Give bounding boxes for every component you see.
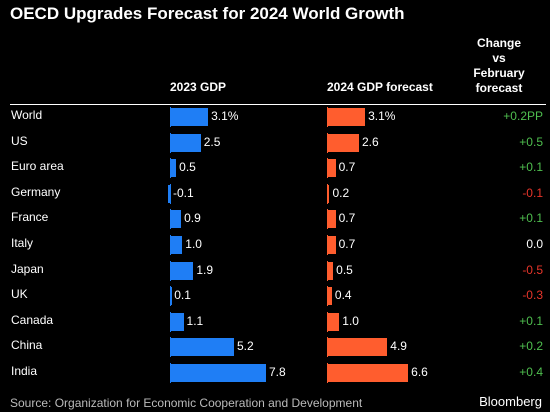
change-value: -0.5 bbox=[522, 262, 543, 277]
change-value: +0.2 bbox=[519, 339, 543, 354]
gdp-2024-value-label: 0.7 bbox=[338, 211, 356, 226]
gdp-2023-bar bbox=[170, 159, 177, 178]
gdp-2024-bar bbox=[327, 236, 336, 254]
change-value: +0.1 bbox=[519, 160, 543, 175]
country-label: Germany bbox=[11, 184, 61, 199]
header-divider bbox=[10, 104, 546, 105]
gdp-2023-bar bbox=[170, 133, 201, 152]
table-row: China 5.2 4.9 +0.2 bbox=[0, 334, 550, 360]
gdp-2023-value-label: -0.1 bbox=[173, 185, 194, 200]
gdp-2023-bar bbox=[170, 261, 194, 280]
gdp-2023-value-label: 3.1% bbox=[211, 109, 239, 123]
header-2023-gdp: 2023 GDP bbox=[170, 80, 227, 94]
gdp-2023-value-label: 1.1 bbox=[186, 313, 204, 328]
country-label: France bbox=[11, 210, 49, 225]
change-value: +0.2PP bbox=[503, 109, 543, 123]
gdp-2023-bar bbox=[170, 364, 266, 382]
table-row: India 7.8 6.6 +0.4 bbox=[0, 360, 550, 386]
gdp-2024-bar bbox=[327, 364, 409, 382]
gdp-2024-value-label: 0.7 bbox=[338, 237, 356, 251]
gdp-2024-value-label: 0.4 bbox=[334, 288, 352, 303]
gdp-2024-value-label: 6.6 bbox=[411, 365, 428, 379]
header-change-line: Change bbox=[476, 36, 521, 50]
header-change-line: vs bbox=[492, 51, 506, 65]
gdp-2024-bar bbox=[327, 261, 334, 280]
country-label: World bbox=[11, 108, 43, 122]
gdp-2024-bar bbox=[327, 159, 336, 178]
table-row: Canada 1.1 1.0 +0.1 bbox=[0, 309, 550, 335]
gdp-2024-bar bbox=[327, 287, 332, 306]
gdp-2024-value-label: 0.5 bbox=[336, 262, 353, 277]
gdp-2024-value-label: 1.0 bbox=[342, 313, 359, 328]
table-row: UK 0.1 0.4 -0.3 bbox=[0, 283, 550, 309]
gdp-2023-value-label: 5.2 bbox=[236, 339, 254, 354]
gdp-2023-value-label: 0.5 bbox=[179, 160, 196, 175]
gdp-2024-bar bbox=[327, 108, 366, 126]
gdp-2023-value-label: 1.0 bbox=[185, 237, 202, 251]
country-label: China bbox=[11, 338, 43, 353]
gdp-2023-bar bbox=[170, 210, 182, 229]
change-value: 0.0 bbox=[526, 237, 543, 251]
header-change-line: February bbox=[473, 66, 525, 80]
gdp-2023-bar bbox=[168, 184, 170, 203]
country-label: Japan bbox=[11, 261, 44, 276]
table-row: Euro area 0.5 0.7 +0.1 bbox=[0, 155, 550, 181]
table-row: US 2.5 2.6 +0.5 bbox=[0, 130, 550, 156]
change-value: -0.1 bbox=[522, 185, 543, 200]
header-2024-gdp-forecast: 2024 GDP forecast bbox=[327, 80, 433, 94]
gdp-2024-bar bbox=[327, 312, 340, 331]
gdp-2024-value-label: 2.6 bbox=[361, 134, 379, 149]
table-row: France 0.9 0.7 +0.1 bbox=[0, 206, 550, 232]
gdp-2023-axis bbox=[170, 183, 171, 204]
gdp-2023-bar bbox=[170, 287, 172, 306]
gdp-2023-bar bbox=[170, 236, 183, 254]
source-note: Source: Organization for Economic Cooper… bbox=[10, 396, 363, 410]
change-value: +0.1 bbox=[519, 313, 543, 328]
country-label: Canada bbox=[11, 312, 54, 327]
gdp-2023-value-label: 0.9 bbox=[184, 211, 201, 226]
gdp-2024-value-label: 3.1% bbox=[368, 109, 396, 123]
country-label: Euro area bbox=[11, 159, 64, 174]
chart-title: OECD Upgrades Forecast for 2024 World Gr… bbox=[10, 4, 405, 23]
table-row: Germany -0.1 0.2 -0.1 bbox=[0, 181, 550, 207]
gdp-2023-bar bbox=[170, 312, 184, 331]
change-value: -0.3 bbox=[522, 288, 543, 303]
change-value: +0.4 bbox=[519, 365, 543, 379]
gdp-2024-bar bbox=[327, 210, 336, 229]
gdp-2024-bar bbox=[327, 338, 388, 357]
bloomberg-logo: Bloomberg bbox=[479, 394, 542, 409]
gdp-2023-bar bbox=[170, 338, 234, 357]
country-label: UK bbox=[11, 287, 28, 302]
gdp-2023-value-label: 1.9 bbox=[196, 262, 214, 277]
gdp-2023-value-label: 2.5 bbox=[203, 134, 221, 149]
header-change-line: forecast bbox=[475, 81, 523, 95]
gdp-2024-value-label: 0.7 bbox=[338, 160, 356, 175]
gdp-2023-value-label: 7.8 bbox=[268, 365, 286, 379]
table-row: Japan 1.9 0.5 -0.5 bbox=[0, 258, 550, 284]
country-label: US bbox=[11, 133, 28, 148]
gdp-2024-value-label: 4.9 bbox=[390, 339, 407, 354]
gdp-2024-bar bbox=[327, 184, 330, 203]
gdp-2024-value-label: 0.2 bbox=[332, 185, 350, 200]
country-label: Italy bbox=[11, 236, 34, 250]
table-row: Italy 1.0 0.7 0.0 bbox=[0, 232, 550, 258]
change-value: +0.1 bbox=[519, 211, 543, 226]
gdp-2023-bar bbox=[170, 108, 209, 126]
table-row: World 3.1% 3.1% +0.2PP bbox=[0, 104, 550, 130]
header-change-vs-february: Change vs February forecast bbox=[454, 36, 544, 96]
change-value: +0.5 bbox=[519, 134, 543, 149]
gdp-2024-bar bbox=[327, 133, 359, 152]
gdp-2023-value-label: 0.1 bbox=[174, 288, 191, 303]
country-label: India bbox=[11, 364, 38, 378]
